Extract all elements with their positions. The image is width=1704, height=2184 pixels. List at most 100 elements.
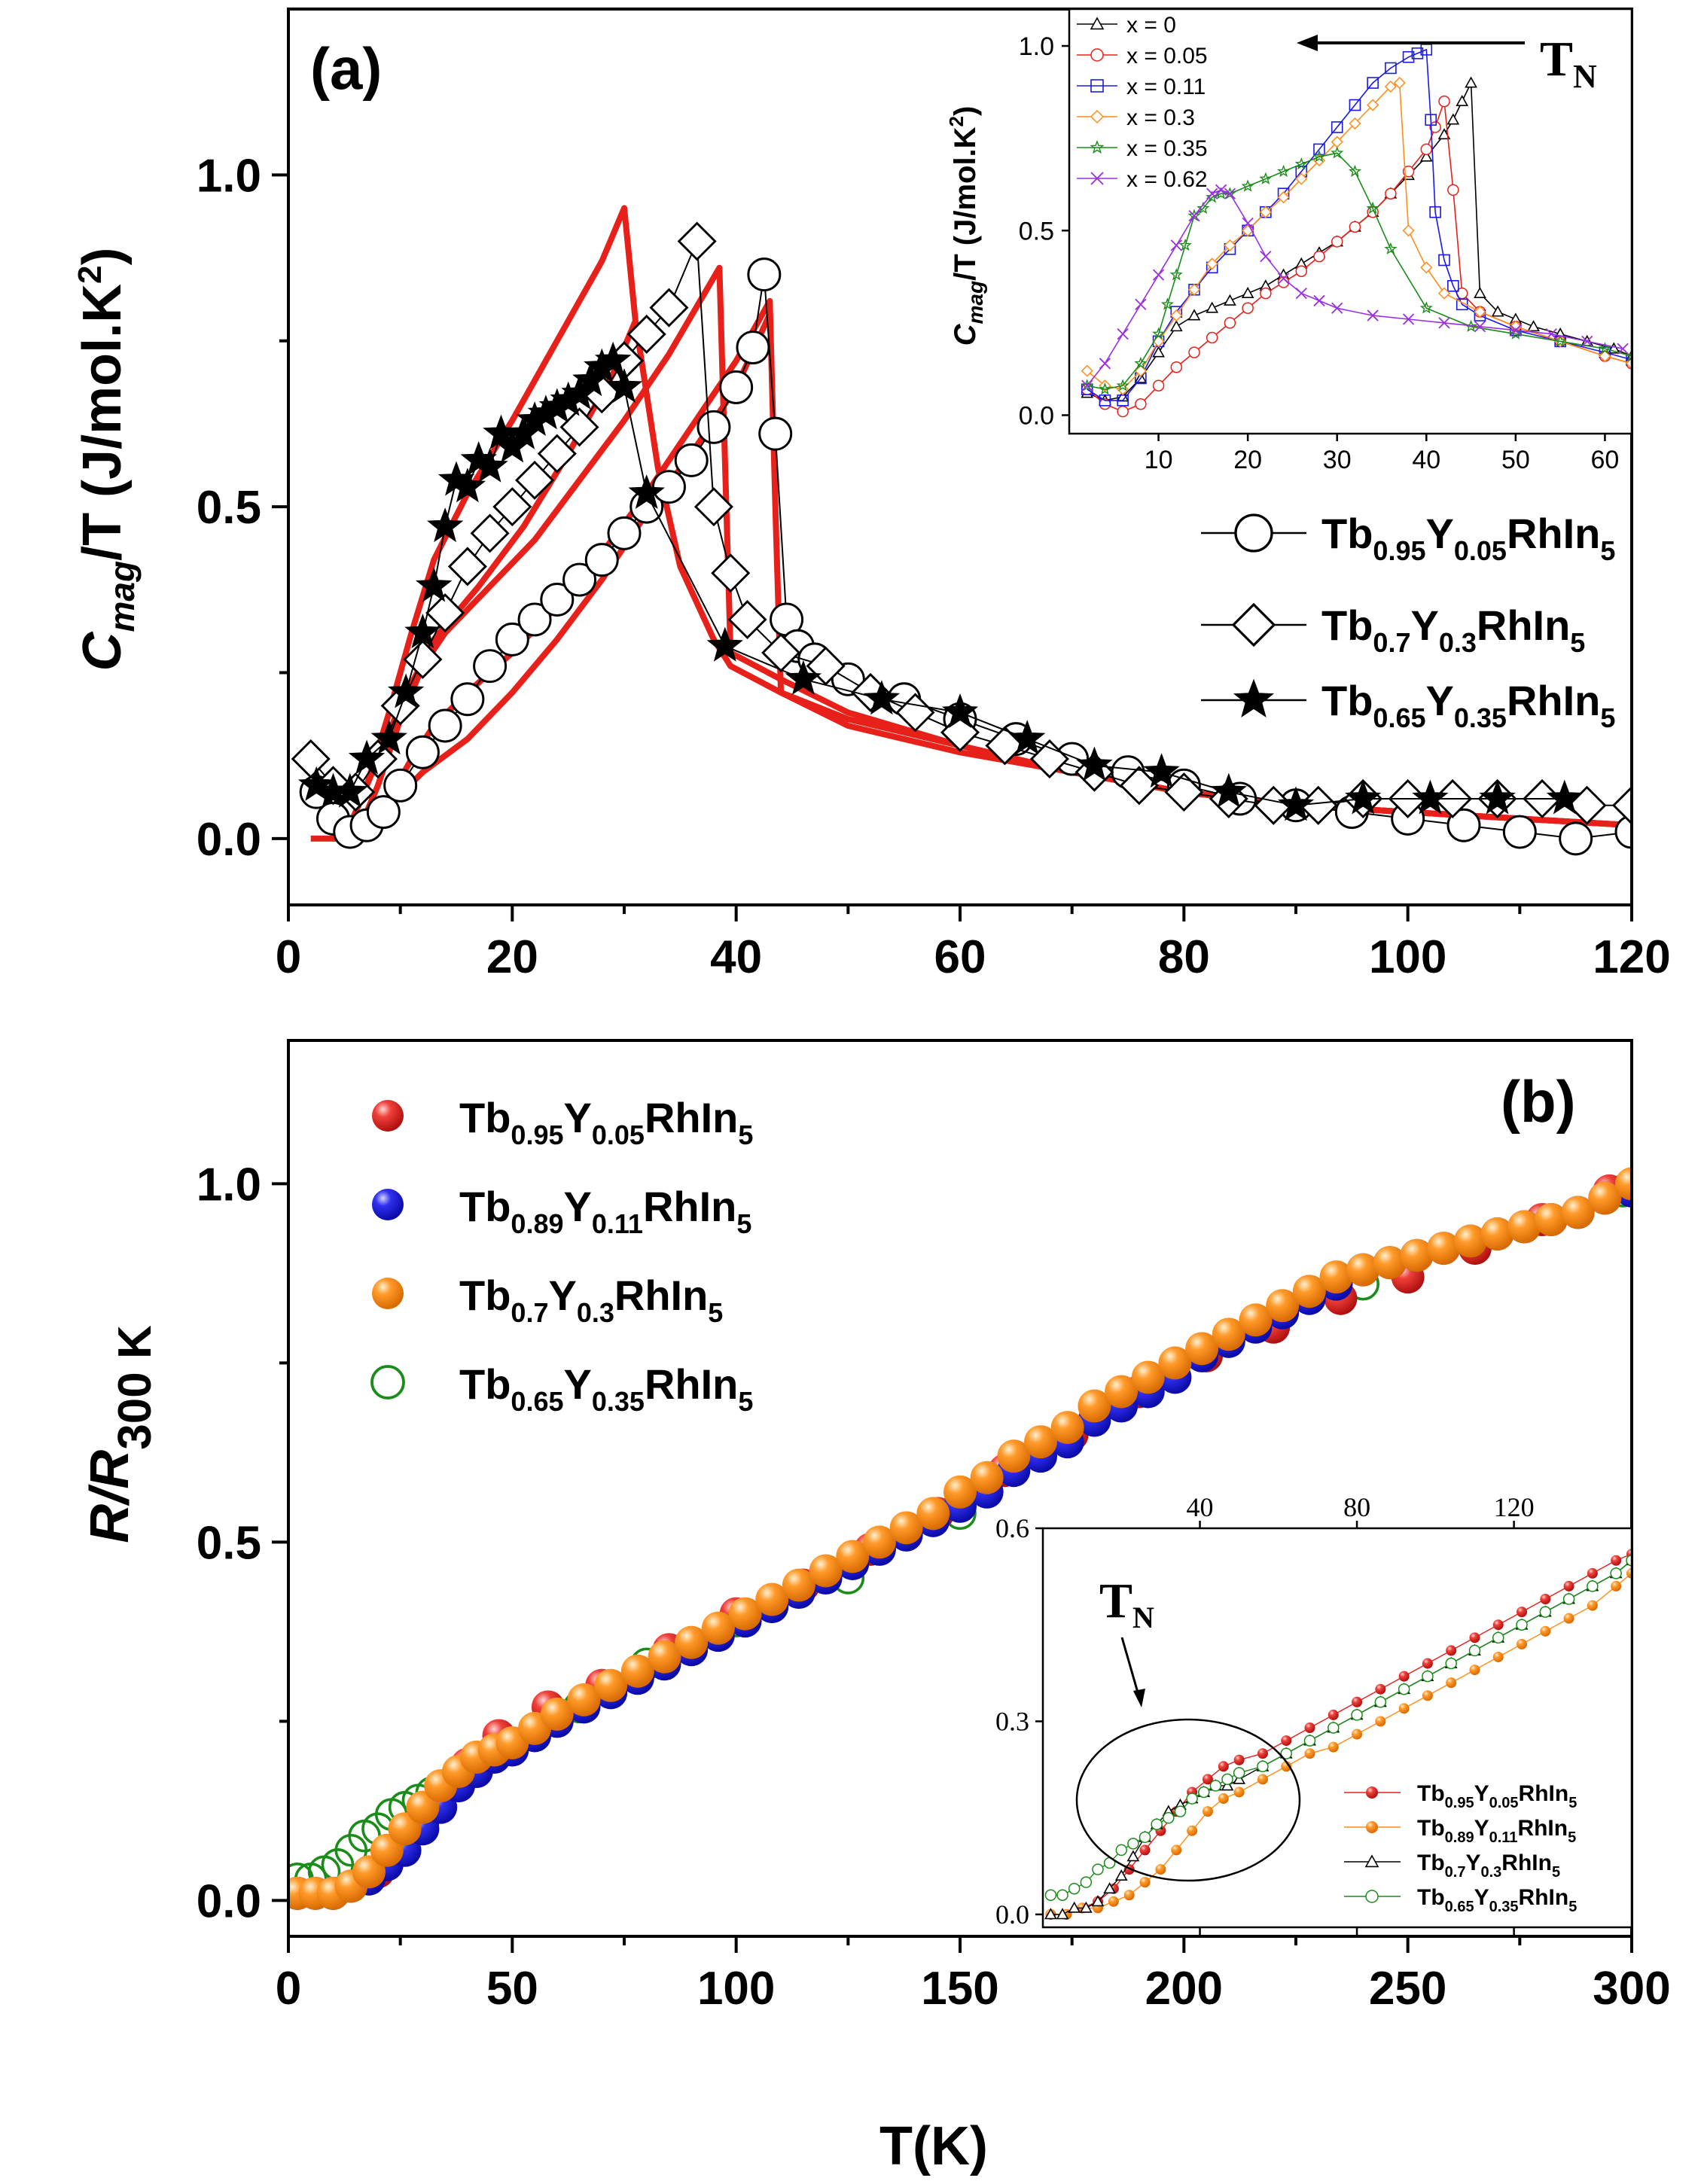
data-point-diamond — [711, 553, 751, 593]
formula-part: Y — [1474, 1885, 1489, 1910]
inset-point-triangle — [1527, 320, 1540, 332]
data-point-star — [1210, 772, 1247, 808]
data-point-circle — [366, 795, 401, 830]
inset-point-Tb0.65Y0.35RhIn5 — [1468, 1644, 1481, 1657]
y-label-part: ) — [72, 247, 133, 265]
data-point-diamond — [537, 434, 577, 474]
data-point-circle — [758, 416, 793, 451]
panel-a-label: (a) — [310, 35, 382, 102]
inset-point-x — [1313, 294, 1325, 307]
inset-point-Tb0.89Y0.11RhIn5 — [1398, 1703, 1410, 1714]
inset-point-x — [1581, 335, 1593, 348]
inset-point-star — [1625, 349, 1632, 362]
inset-point-Tb0.89Y0.11RhIn5 — [1540, 1625, 1551, 1637]
inset-point-Tb0.95Y0.05RhIn5 — [1587, 1567, 1598, 1579]
data-point-Tb0.7Y0.3RhIn5 — [1319, 1260, 1353, 1294]
inset-point-triangle — [1446, 113, 1460, 125]
formula-part: 5 — [1552, 1864, 1560, 1881]
data-point-Tb0.7Y0.3RhIn5 — [1507, 1210, 1541, 1244]
inset-point-Tb0.65Y0.35RhIn5 — [1186, 1793, 1198, 1805]
inset-line-x = 0.62 — [1087, 189, 1623, 386]
formula-part: Y — [1426, 677, 1454, 724]
inset-point-circle — [1438, 95, 1450, 108]
y-tick-label: 0.0 — [197, 1875, 261, 1927]
inset-point-star — [1312, 150, 1326, 163]
inset-point-Tb0.95Y0.05RhIn5 — [1446, 1645, 1457, 1656]
formula-part: 0.35 — [1489, 1899, 1519, 1915]
data-point-Tb0.7Y0.3RhIn5 — [620, 1654, 654, 1688]
data-point-Tb0.7Y0.3RhIn5 — [648, 1640, 681, 1674]
data-point-Tb0.7Y0.3RhIn5 — [540, 1697, 574, 1731]
formula-part: 0.11 — [1489, 1829, 1518, 1846]
inset-point-square — [1331, 121, 1343, 133]
inset-point-Tb0.95Y0.05RhIn5 — [1422, 1658, 1433, 1669]
inset-point-star — [1259, 172, 1273, 184]
inset-point-Tb0.7Y0.3RhIn5 — [1079, 1901, 1093, 1913]
data-point-circle — [747, 257, 782, 292]
formula-part: Tb — [459, 1094, 511, 1141]
inset-point-Tb0.89Y0.11RhIn5 — [1587, 1600, 1598, 1611]
inset-point-Tb0.89Y0.11RhIn5 — [1108, 1896, 1119, 1907]
data-point-star — [1076, 746, 1113, 781]
data-point-diamond — [693, 487, 733, 527]
inset-point-Tb0.89Y0.11RhIn5 — [1139, 1877, 1151, 1888]
inset-point-x — [1188, 210, 1200, 222]
inset-point-Tb0.89Y0.11RhIn5 — [1469, 1665, 1480, 1676]
data-point-circle — [584, 543, 619, 577]
data-point-circle — [1446, 808, 1481, 842]
formula-part: RhIn — [1507, 510, 1600, 557]
inset-point-Tb0.65Y0.35RhIn5 — [1516, 1619, 1528, 1631]
y-label-part: 2 — [72, 265, 108, 283]
inset-point-star — [1081, 379, 1094, 391]
inset-point-x — [1117, 327, 1129, 340]
data-point-diamond — [1119, 766, 1159, 806]
inset-point-Tb0.95Y0.05RhIn5 — [1611, 1555, 1622, 1566]
inset-point-circle — [1224, 317, 1236, 329]
inset-point-Tb0.89Y0.11RhIn5 — [1517, 1638, 1528, 1649]
inset-point-x — [1367, 309, 1379, 321]
inset-legend-label: x = 0.62 — [1126, 167, 1208, 192]
formula-part: 0.05 — [1454, 535, 1507, 566]
inset-point-circle — [1242, 302, 1254, 315]
inset-point-Tb0.95Y0.05RhIn5 — [1492, 1619, 1504, 1631]
x-tick-label: 30 — [1323, 446, 1352, 474]
x-tick-label: 120 — [1593, 931, 1670, 983]
formula-part: Tb — [459, 1272, 511, 1319]
formula-part: 0.3 — [1439, 627, 1477, 658]
formula-part: 5 — [708, 1297, 723, 1328]
inset-point-triangle — [1241, 286, 1254, 299]
formula-part: Y — [1474, 1781, 1489, 1806]
inset-point-Tb0.95Y0.05RhIn5 — [1352, 1696, 1363, 1707]
formula-part: 0.65 — [511, 1386, 563, 1417]
inset-point-triangle — [1474, 286, 1486, 299]
data-point-star — [370, 720, 407, 755]
inset-point-Tb0.65Y0.35RhIn5 — [1257, 1760, 1269, 1773]
inset-legend-label: x = 0 — [1126, 13, 1176, 38]
formula-part: Tb — [1321, 677, 1373, 724]
inset-point-Tb0.65Y0.35RhIn5 — [1080, 1876, 1093, 1888]
x-tick-label: 20 — [486, 931, 538, 983]
x-tick-label: 80 — [1158, 931, 1210, 983]
x-tick-label: 40 — [1187, 1492, 1214, 1522]
inset-point-Tb0.65Y0.35RhIn5 — [1587, 1580, 1599, 1592]
data-point-Tb0.7Y0.3RhIn5 — [1050, 1411, 1084, 1445]
y-tick-label: 0.5 — [1019, 217, 1054, 245]
formula-part: 0.65 — [1373, 702, 1425, 733]
inset-legend-label: Tb0.65Y0.35RhIn5 — [1417, 1885, 1577, 1915]
inset-point-star — [1151, 327, 1166, 340]
data-point-circle — [1502, 815, 1537, 849]
x-tick-label: 120 — [1494, 1492, 1535, 1522]
formula-part: RhIn — [1501, 1850, 1552, 1875]
y-tick-label: 0.0 — [995, 1899, 1029, 1930]
inset-point-Tb0.89Y0.11RhIn5 — [1233, 1786, 1245, 1798]
inset-point-diamond — [1625, 357, 1632, 370]
formula-part: RhIn — [1477, 602, 1570, 649]
inset-point-triangle — [1491, 305, 1504, 317]
inset-point-triangle — [1224, 294, 1236, 306]
inset-point-x — [1474, 321, 1486, 333]
inset-point-Tb0.65Y0.35RhIn5 — [1303, 1735, 1316, 1747]
inset-point-Tb0.89Y0.11RhIn5 — [1563, 1613, 1574, 1624]
y-label-part: C — [72, 632, 133, 672]
formula-part: 0.89 — [1445, 1829, 1474, 1846]
formula-part: Tb — [1417, 1816, 1445, 1841]
